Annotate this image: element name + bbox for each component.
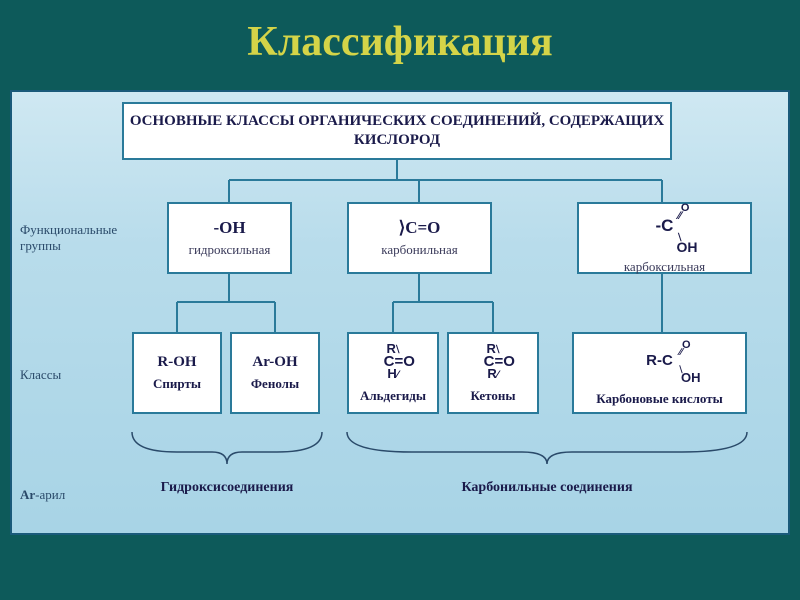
class-box-phenols: Ar-OH Фенолы [230, 332, 320, 414]
class-box-ketones: R⧵ C=O R⁄ Кетоны [447, 332, 539, 414]
fg-formula-carbonyl: ⟩C=O [399, 218, 441, 238]
class-formula-aldehydes: R⧵ C=O H⁄ [371, 342, 415, 381]
class-label-phenols: Фенолы [251, 376, 299, 392]
page-title: Классификация [247, 19, 552, 65]
class-box-carboxylic-acids: O ∕∕ R-C ⧵ OH Карбоновые кислоты [572, 332, 747, 414]
row-label-aryl: Ar-арил [20, 487, 120, 503]
fg-box-hydroxyl: -OH гидроксильная [167, 202, 292, 274]
class-formula-alcohols: R-OH [157, 354, 196, 371]
row-label-classes: Классы [20, 367, 120, 383]
diagram-panel: ОСНОВНЫЕ КЛАССЫ ОРГАНИЧЕСКИХ СОЕДИНЕНИЙ,… [10, 90, 790, 535]
fg-formula-carboxyl: O ∕∕ -C ⧵ OH [632, 202, 698, 255]
main-header-box: ОСНОВНЫЕ КЛАССЫ ОРГАНИЧЕСКИХ СОЕДИНЕНИЙ,… [122, 102, 672, 160]
class-formula-carboxylic-acids: O ∕∕ R-C ⧵ OH [619, 339, 701, 386]
main-header-text: ОСНОВНЫЕ КЛАССЫ ОРГАНИЧЕСКИХ СОЕДИНЕНИЙ,… [124, 112, 670, 151]
fg-label-carbonyl: карбонильная [381, 242, 458, 258]
group-label-hydroxy: Гидроксисоединения [132, 480, 322, 496]
class-label-alcohols: Спирты [153, 376, 201, 392]
page-title-container: Классификация [0, 0, 800, 78]
class-box-aldehydes: R⧵ C=O H⁄ Альдегиды [347, 332, 439, 414]
class-formula-phenols: Ar-OH [252, 354, 297, 371]
fg-label-carboxyl: карбоксильная [624, 259, 705, 275]
group-label-carbonyl: Карбонильные соединения [347, 480, 747, 496]
class-formula-ketones: R⧵ C=O R⁄ [471, 342, 515, 381]
class-label-ketones: Кетоны [470, 388, 515, 404]
class-label-carboxylic-acids: Карбоновые кислоты [596, 391, 723, 407]
row-label-functional-groups: Функциональные группы [20, 222, 120, 254]
fg-formula-hydroxyl: -OH [213, 218, 245, 238]
fg-box-carboxyl: O ∕∕ -C ⧵ OH карбоксильная [577, 202, 752, 274]
class-box-alcohols: R-OH Спирты [132, 332, 222, 414]
fg-label-hydroxyl: гидроксильная [189, 242, 271, 258]
fg-box-carbonyl: ⟩C=O карбонильная [347, 202, 492, 274]
class-label-aldehydes: Альдегиды [360, 388, 426, 404]
